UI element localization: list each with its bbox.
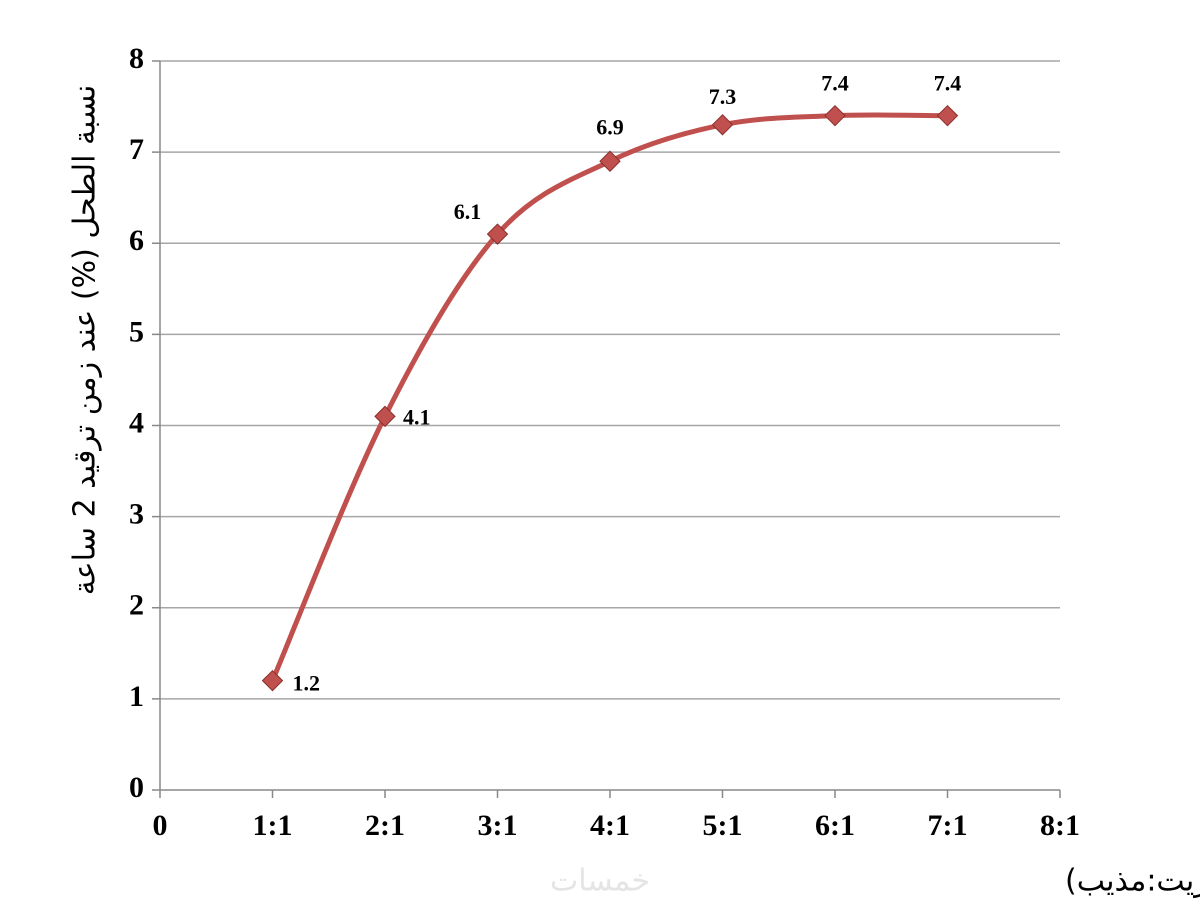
y-tick-label: 4 bbox=[129, 406, 144, 439]
y-tick-label: 2 bbox=[129, 589, 144, 622]
watermark: خمسات bbox=[550, 864, 650, 899]
x-tick-label: 6:1 bbox=[815, 809, 855, 842]
y-tick-label: 3 bbox=[129, 498, 144, 531]
marker bbox=[936, 104, 959, 127]
x-tick-label: 1:1 bbox=[253, 809, 293, 842]
x-tick-label: 2:1 bbox=[365, 809, 405, 842]
x-tick-label: 4:1 bbox=[590, 809, 630, 842]
y-tick-label: 7 bbox=[129, 133, 144, 166]
y-tick-label: 0 bbox=[129, 771, 144, 804]
y-tick-label: 8 bbox=[129, 42, 144, 75]
marker bbox=[374, 405, 396, 428]
data-label: 4.1 bbox=[403, 404, 431, 429]
data-label: 7.4 bbox=[821, 71, 849, 96]
y-tick-label: 6 bbox=[129, 224, 144, 257]
x-tick-label: 7:1 bbox=[928, 809, 968, 842]
data-label: 7.4 bbox=[934, 71, 962, 96]
y-axis-title: نسبة الطحل (%) عند زمن ترقيد 2 ساعة bbox=[68, 85, 103, 596]
marker bbox=[711, 114, 734, 136]
marker bbox=[824, 104, 846, 127]
data-label: 7.3 bbox=[709, 84, 737, 109]
y-tick-label: 5 bbox=[129, 315, 144, 348]
marker bbox=[486, 223, 509, 245]
x-tick-label: 3:1 bbox=[478, 809, 518, 842]
data-label: 1.2 bbox=[293, 671, 321, 696]
x-tick-label: 0 bbox=[153, 809, 168, 842]
x-tick-label: 5:1 bbox=[703, 809, 743, 842]
x-axis-title: نسبة الخلط (زيت:مذيب) bbox=[1065, 864, 1200, 899]
marker bbox=[599, 150, 621, 172]
y-tick-label: 1 bbox=[129, 680, 144, 713]
x-tick-label: 8:1 bbox=[1040, 809, 1080, 842]
data-label: 6.1 bbox=[454, 199, 482, 224]
marker bbox=[261, 669, 284, 692]
data-label: 6.9 bbox=[596, 114, 624, 139]
